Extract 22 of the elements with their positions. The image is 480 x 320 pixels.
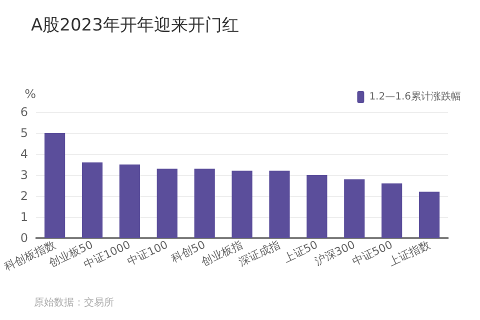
bar (44, 133, 66, 238)
bar (306, 175, 328, 238)
bar (82, 162, 103, 238)
bar (156, 168, 178, 238)
y-tick-label: 3 (20, 168, 28, 182)
bar (269, 170, 290, 238)
bar (232, 170, 252, 238)
y-tick-label: 2 (20, 189, 28, 203)
bar (344, 179, 365, 238)
bar (194, 168, 215, 238)
y-tick-label: 0 (20, 231, 28, 245)
y-tick-label: 6 (20, 105, 28, 119)
chart-title: A股2023年开年迎来开门红 (31, 16, 239, 36)
y-tick-label: 1 (20, 210, 28, 224)
y-tick-label: 5 (20, 126, 28, 140)
bar (119, 164, 140, 238)
y-tick-label: 4 (20, 147, 28, 161)
y-axis-title: % (24, 87, 36, 101)
bar (418, 192, 440, 238)
legend-label: 1.2—1.6累计涨跌幅 (369, 90, 462, 102)
text: 原始数据：交易所 (34, 296, 114, 308)
bar (382, 183, 402, 238)
